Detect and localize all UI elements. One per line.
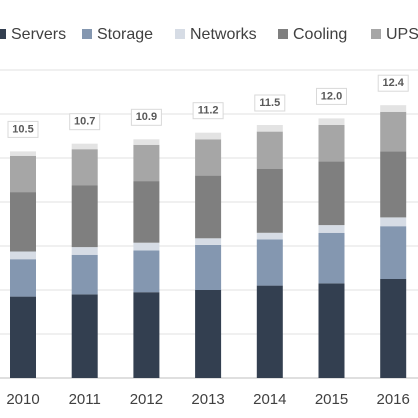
bar-segment <box>256 285 283 378</box>
bar-segment <box>195 238 222 245</box>
bar-segment <box>71 294 98 378</box>
total-label: 12.4 <box>382 77 404 89</box>
legend-label: UPS <box>386 26 418 43</box>
x-tick-label: 2011 <box>69 391 101 408</box>
bar-segment <box>380 226 407 279</box>
legend-swatch <box>0 29 6 39</box>
x-tick-label: 2016 <box>377 391 410 408</box>
legend-swatch <box>82 29 92 39</box>
bar-segment <box>318 225 345 233</box>
bar-segment <box>256 125 283 132</box>
total-box <box>7 120 39 138</box>
legend-label: Networks <box>190 26 257 43</box>
bar-segment <box>256 169 283 233</box>
bar-segment <box>195 139 222 176</box>
bar-segment <box>380 111 407 152</box>
x-tick-label: 2013 <box>191 391 224 408</box>
total-box <box>377 74 409 92</box>
bar-segment <box>380 279 407 378</box>
bar-segment <box>380 151 407 218</box>
bar-segment <box>318 125 345 162</box>
bar-segment <box>256 239 283 286</box>
total-box <box>254 94 286 112</box>
total-box <box>192 102 224 120</box>
legend-swatch <box>175 29 185 39</box>
bar-segment <box>133 250 160 293</box>
bar-segment <box>133 242 160 251</box>
bar-segment <box>256 131 283 169</box>
total-label: 11.2 <box>198 105 219 117</box>
total-label: 10.9 <box>136 111 157 123</box>
legend-label: Cooling <box>293 26 347 43</box>
legend-label: Storage <box>97 26 153 43</box>
total-label: 11.5 <box>259 97 280 109</box>
bar-segment <box>256 232 283 240</box>
total-label: 10.7 <box>74 116 95 128</box>
bar-segment <box>10 155 36 193</box>
bar-segment <box>71 185 98 248</box>
bar-segment <box>195 175 222 239</box>
bar-segment <box>380 105 407 112</box>
x-tick-label: 2010 <box>6 391 39 408</box>
bar-segment <box>380 217 407 227</box>
bar-segment <box>133 181 160 243</box>
bar-segment <box>71 149 98 186</box>
legend-swatch <box>278 29 288 39</box>
bar-segment <box>133 139 160 145</box>
bar-segment <box>10 151 36 156</box>
bar-segment <box>318 283 345 378</box>
bar-segment <box>10 192 36 252</box>
bar-segment <box>71 247 98 255</box>
total-box <box>130 108 162 126</box>
total-label: 10.5 <box>12 123 33 135</box>
x-tick-label: 2012 <box>130 391 163 408</box>
bar-segment <box>195 132 222 140</box>
total-box <box>69 113 101 131</box>
bar-segment <box>10 296 36 378</box>
bar-segment <box>10 251 36 260</box>
bar-segment <box>133 292 160 378</box>
bar-segment <box>71 254 98 295</box>
bar-segment <box>318 232 345 284</box>
bar-segment <box>195 290 222 378</box>
bar-segment <box>195 244 222 290</box>
bar-segment <box>318 161 345 226</box>
bar-segment <box>10 259 36 297</box>
total-box <box>316 87 347 105</box>
x-tick-label: 2015 <box>315 391 348 408</box>
x-tick-label: 2014 <box>253 391 286 408</box>
bar-segment <box>318 118 345 125</box>
bar-segment <box>133 144 160 182</box>
legend-swatch <box>371 29 381 39</box>
bar-segment <box>71 143 98 150</box>
legend-label: Servers <box>11 26 66 43</box>
total-label: 12.0 <box>321 90 342 102</box>
